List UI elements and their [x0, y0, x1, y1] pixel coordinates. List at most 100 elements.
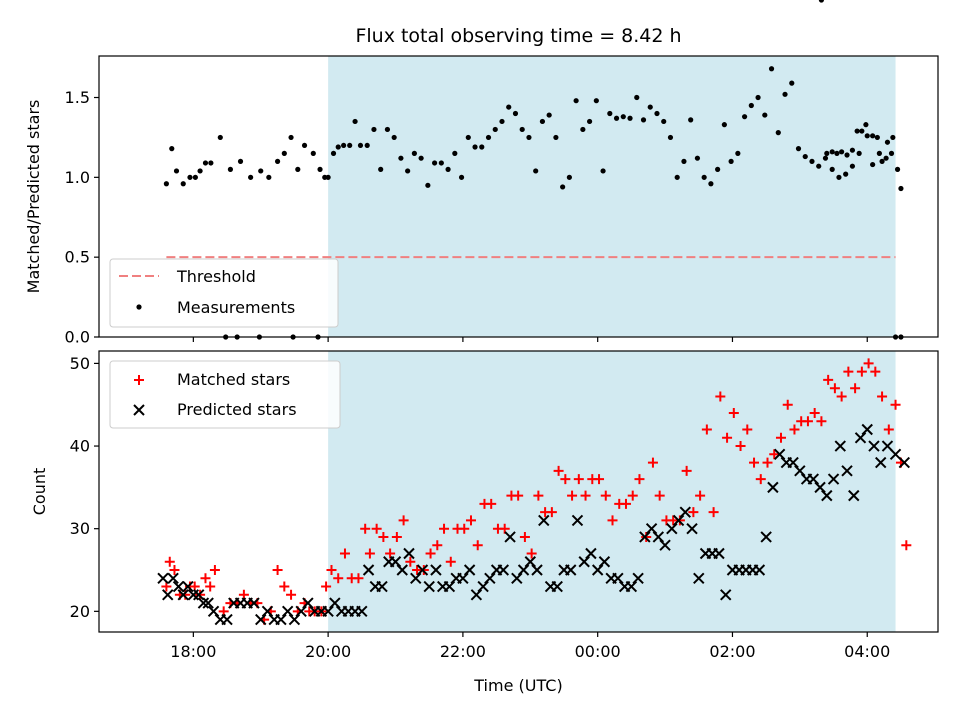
matched-star-marker [398, 515, 409, 526]
predicted-star-marker [794, 465, 806, 477]
measurement-point [432, 160, 438, 166]
predicted-star-marker [591, 564, 604, 576]
matched-star-marker [634, 474, 645, 485]
observing-window [328, 351, 896, 632]
y-tick-label: 20 [70, 602, 90, 621]
measurement-point [883, 155, 889, 161]
measurement-point [418, 155, 424, 161]
predicted-star-marker [760, 531, 772, 543]
measurement-point [681, 158, 687, 164]
matched-star-marker [321, 581, 332, 592]
matched-star-marker [405, 556, 416, 567]
matched-star-marker [901, 540, 912, 551]
predicted-star-marker [861, 423, 873, 436]
matched-star-marker [169, 565, 180, 576]
matched-star-marker [688, 507, 699, 518]
predicted-star-marker [275, 613, 287, 626]
matched-star-marker [567, 490, 578, 501]
predicted-star-marker [376, 580, 388, 593]
measurement-point [795, 146, 802, 152]
predicted-star-marker [295, 605, 307, 618]
measurement-point [465, 134, 471, 141]
predicted-star-marker [645, 522, 658, 535]
predicted-star-marker [854, 432, 867, 444]
y-tick-label: 1.0 [65, 168, 90, 187]
predicted-star-marker [202, 597, 214, 609]
measurement-point [325, 174, 331, 180]
matched-star-marker [749, 457, 760, 468]
matched-star-marker [164, 556, 175, 567]
measurement-point [479, 144, 485, 150]
measurement-point [839, 149, 845, 155]
legend-predicted-swatch [133, 404, 145, 416]
matched-star-marker [439, 523, 450, 534]
predicted-star-marker [172, 580, 185, 593]
matched-star-marker [205, 581, 216, 592]
predicted-star-marker [197, 597, 210, 609]
measurement-point [586, 118, 593, 125]
matched-star-marker [553, 465, 564, 476]
predicted-star-marker [713, 547, 725, 560]
measurement-point [829, 149, 835, 155]
predicted-star-marker [868, 440, 880, 452]
measurement-point [627, 115, 633, 121]
measurement-point [762, 112, 768, 118]
predicted-star-marker [504, 531, 516, 543]
matched-star-marker [200, 573, 211, 584]
matched-star-marker [647, 457, 658, 468]
measurement-point [452, 150, 458, 156]
measurement-point [202, 160, 209, 166]
matched-star-marker [432, 540, 443, 551]
measurement-point [829, 166, 835, 172]
predicted-star-marker [477, 580, 489, 593]
measurement-point [237, 158, 244, 164]
y-axis-label: Count [30, 468, 49, 516]
predicted-star-marker [531, 564, 543, 576]
predicted-star-marker [659, 539, 671, 551]
measurement-point [533, 168, 539, 174]
measurement-point [580, 126, 586, 133]
measurement-point [357, 142, 364, 149]
predicted-star-marker [666, 522, 678, 535]
measurement-point [859, 128, 865, 134]
matched-star-marker [378, 531, 389, 542]
matched-star-marker [775, 432, 786, 443]
predicted-star-marker [167, 572, 179, 584]
predicted-star-marker [207, 605, 220, 618]
measurement-point [667, 134, 674, 141]
measurement-point [634, 94, 640, 101]
predicted-star-marker [430, 564, 442, 576]
predicted-star-marker [551, 580, 563, 593]
predicted-star-marker [720, 589, 732, 601]
predicted-star-marker [827, 473, 840, 485]
legend-matched-label: Matched stars [177, 370, 290, 389]
predicted-star-marker [834, 440, 846, 452]
measurement-point [288, 134, 294, 141]
legend-panel-2: Matched stars Predicted stars [109, 360, 341, 429]
matched-star-marker [863, 358, 874, 369]
predicted-star-marker [807, 473, 820, 485]
predicted-star-marker [848, 489, 860, 502]
predicted-star-marker [389, 556, 402, 568]
matched-star-marker [533, 490, 544, 501]
matched-star-marker [326, 565, 337, 576]
matched-star-marker [607, 515, 618, 526]
measurement-point [445, 166, 451, 172]
measurement-points [163, 0, 904, 340]
matched-star-marker [385, 548, 396, 559]
measurement-point [782, 91, 788, 97]
predicted-star-marker [585, 547, 597, 560]
measurement-point [870, 161, 876, 168]
measurement-point [227, 166, 234, 172]
measurement-point [391, 134, 397, 141]
measurement-point [640, 117, 647, 123]
measurement-point [384, 126, 391, 133]
predicted-star-marker [362, 564, 375, 576]
measurement-point [708, 181, 714, 187]
matched-star-marker [209, 565, 220, 576]
measurement-point [301, 142, 308, 149]
predicted-star-marker [281, 605, 294, 618]
measurement-point [295, 166, 301, 172]
measurement-point [192, 174, 198, 180]
